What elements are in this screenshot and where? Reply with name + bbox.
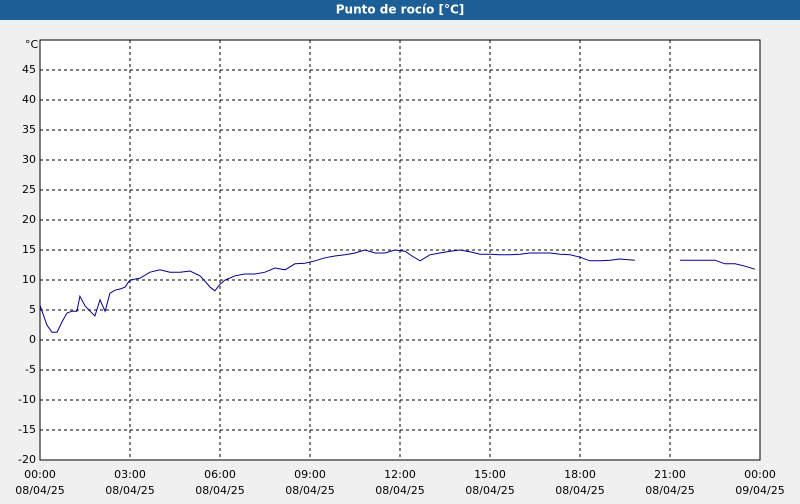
y-tick-label: -15 — [18, 423, 36, 436]
x-tick-date: 08/04/25 — [375, 484, 424, 497]
x-tick-label: 06:00 — [204, 468, 236, 481]
x-tick-date: 08/04/25 — [645, 484, 694, 497]
y-tick-label: 5 — [29, 303, 36, 316]
x-tick-label: 00:00 — [744, 468, 776, 481]
x-tick-label: 09:00 — [294, 468, 326, 481]
y-tick-label: 15 — [22, 243, 36, 256]
x-tick-date: 08/04/25 — [555, 484, 604, 497]
chart-title: Punto de rocío [°C] — [336, 3, 465, 17]
data-line — [39, 249, 756, 333]
y-tick-label: -20 — [18, 453, 36, 466]
x-tick-label: 18:00 — [564, 468, 596, 481]
x-tick-date: 08/04/25 — [285, 484, 334, 497]
x-tick-date: 08/04/25 — [195, 484, 244, 497]
title-bar — [0, 0, 800, 20]
x-tick-label: 00:00 — [24, 468, 56, 481]
y-tick-label: 10 — [22, 273, 36, 286]
y-tick-label: 30 — [22, 153, 36, 166]
y-tick-label: 35 — [22, 123, 36, 136]
plot-border — [39, 39, 761, 461]
x-tick-date: 08/04/25 — [15, 484, 64, 497]
x-tick-label: 21:00 — [654, 468, 686, 481]
y-tick-label: -10 — [18, 393, 36, 406]
y-tick-label: 0 — [29, 333, 36, 346]
x-tick-date: 08/04/25 — [105, 484, 154, 497]
x-tick-date: 09/04/25 — [735, 484, 784, 497]
x-tick-label: 03:00 — [114, 468, 146, 481]
y-tick-label: 25 — [22, 183, 36, 196]
y-tick-label: -5 — [25, 363, 36, 376]
y-tick-label: 45 — [22, 63, 36, 76]
x-tick-label: 12:00 — [384, 468, 416, 481]
x-tick-date: 08/04/25 — [465, 484, 514, 497]
y-tick-label: 20 — [22, 213, 36, 226]
y-tick-label: 40 — [22, 93, 36, 106]
x-tick-label: 15:00 — [474, 468, 506, 481]
y-unit: °C — [25, 38, 39, 51]
